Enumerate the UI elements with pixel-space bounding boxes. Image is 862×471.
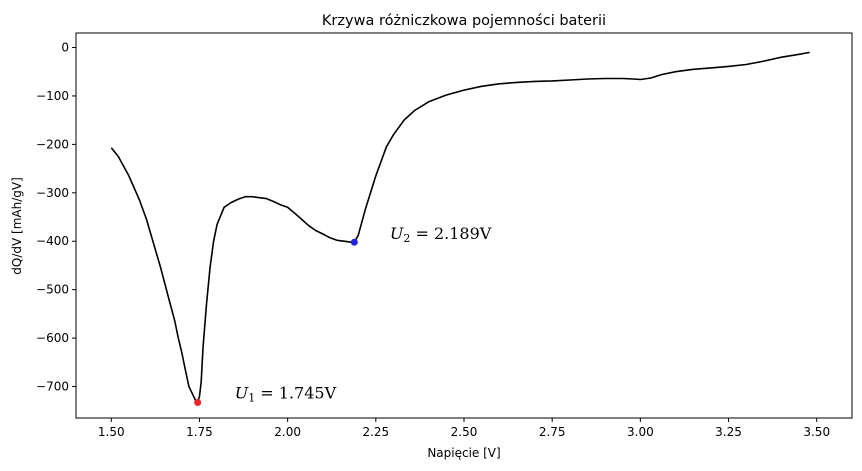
marker-point bbox=[194, 399, 202, 407]
y-tick-label: −700 bbox=[36, 380, 69, 394]
x-tick-label: 1.50 bbox=[98, 425, 125, 439]
x-tick-label: 3.25 bbox=[715, 425, 742, 439]
y-tick-label: −600 bbox=[36, 331, 69, 345]
y-axis-label: dQ/dV [mAh/gV] bbox=[10, 177, 24, 274]
y-tick-label: −200 bbox=[36, 137, 69, 151]
x-tick-label: 2.25 bbox=[362, 425, 389, 439]
x-axis-label: Napięcie [V] bbox=[427, 446, 500, 460]
x-tick-label: 1.75 bbox=[186, 425, 213, 439]
x-tick-label: 2.50 bbox=[451, 425, 478, 439]
y-tick-label: −500 bbox=[36, 283, 69, 297]
x-tick-label: 3.00 bbox=[627, 425, 654, 439]
x-tick-label: 2.75 bbox=[539, 425, 566, 439]
y-tick-label: −400 bbox=[36, 234, 69, 248]
chart-title: Krzywa różniczkowa pojemności baterii bbox=[322, 13, 606, 29]
marker-point bbox=[350, 238, 358, 246]
y-ticks: 0 −100 −200 −300 −400 −500 −600 −700 bbox=[36, 41, 76, 394]
y-tick-label: 0 bbox=[61, 41, 69, 55]
y-tick-label: −300 bbox=[36, 186, 69, 200]
series-line bbox=[110, 51, 810, 404]
x-ticks: 1.50 1.75 2.00 2.25 2.50 2.75 3.00 3.25 3.50 bbox=[98, 418, 830, 439]
x-tick-label: 2.00 bbox=[274, 425, 301, 439]
annotation-label: U1 = 1.745V bbox=[235, 384, 337, 405]
plot-area: U1 = 1.745V U2 = 2.189V bbox=[110, 51, 810, 407]
annotation-label: U2 = 2.189V bbox=[390, 224, 492, 245]
axes-frame bbox=[75, 32, 853, 419]
y-tick-label: −100 bbox=[36, 89, 69, 103]
x-tick-label: 3.50 bbox=[803, 425, 830, 439]
